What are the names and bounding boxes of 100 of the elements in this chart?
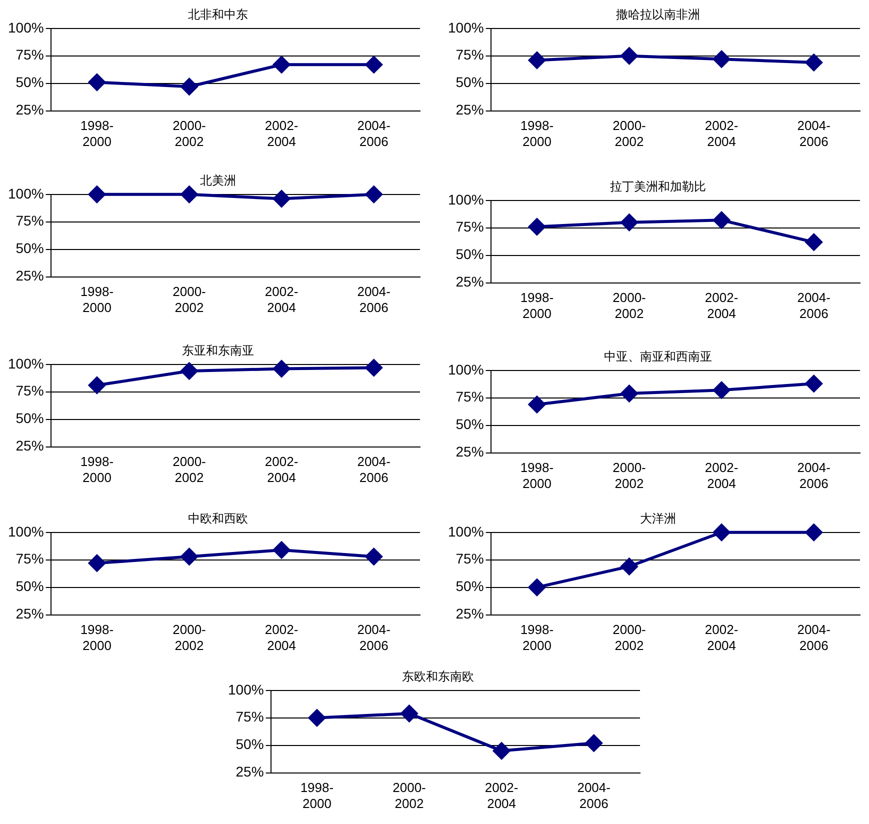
- point: [713, 524, 730, 541]
- x-tick-label: 2002-2004: [484, 780, 518, 811]
- y-tick-label: 75%: [456, 550, 484, 567]
- point: [88, 74, 106, 91]
- x-tick-label: 2002-2004: [704, 290, 738, 321]
- y-tick-label: 75%: [456, 218, 484, 235]
- x-tick-label: 2004-2006: [797, 622, 830, 653]
- point: [713, 50, 730, 68]
- point: [620, 558, 638, 575]
- point: [88, 376, 106, 394]
- x-tick-label: 1998-2000: [80, 118, 114, 149]
- point: [493, 742, 510, 760]
- point: [180, 548, 198, 566]
- y-tick-label: 25%: [16, 102, 44, 118]
- x-tick-label: 2000-2002: [612, 460, 646, 491]
- point: [273, 360, 290, 378]
- point: [713, 212, 730, 229]
- y-tick-label: 50%: [236, 736, 264, 752]
- y-tick-label: 100%: [448, 361, 484, 378]
- x-tick-label: 2002-2004: [704, 118, 738, 149]
- x-tick-label: 2000-2002: [172, 284, 206, 315]
- y-tick-label: 75%: [16, 550, 44, 567]
- x-tick-label: 2002-2004: [704, 460, 738, 491]
- x-tick-label: 1998-2000: [520, 460, 554, 491]
- y-tick-label: 50%: [16, 240, 44, 256]
- x-tick-label: 1998-2000: [520, 290, 554, 321]
- x-tick-label: 2000-2002: [172, 622, 206, 653]
- x-tick-label: 2002-2004: [264, 454, 298, 485]
- point: [365, 548, 382, 566]
- point: [620, 214, 638, 231]
- point: [180, 362, 198, 380]
- point: [88, 554, 106, 572]
- x-tick-label: 2000-2002: [172, 118, 206, 149]
- y-tick-label: 25%: [16, 438, 44, 454]
- x-tick-label: 2002-2004: [264, 118, 298, 149]
- point: [273, 56, 290, 74]
- chart-title: 中欧和西欧: [188, 512, 248, 526]
- y-tick-label: 25%: [236, 764, 264, 780]
- x-tick-label: 1998-2000: [80, 454, 114, 485]
- chart-title: 拉丁美洲和加勒比: [610, 180, 706, 194]
- y-tick-label: 75%: [456, 46, 484, 63]
- chart-title: 北美洲: [200, 174, 236, 188]
- point: [273, 541, 290, 558]
- y-tick-label: 50%: [456, 416, 484, 432]
- y-tick-label: 75%: [16, 46, 44, 63]
- x-tick-label: 2000-2002: [612, 290, 646, 321]
- chart-title: 撒哈拉以南非洲: [616, 8, 700, 22]
- y-tick-label: 50%: [456, 246, 484, 262]
- point: [400, 704, 418, 722]
- point: [528, 396, 546, 413]
- x-tick-label: 2002-2004: [704, 622, 738, 653]
- x-tick-label: 2004-2006: [797, 460, 830, 491]
- chart-title: 大洋洲: [640, 512, 676, 526]
- point: [805, 234, 822, 251]
- y-tick-label: 25%: [16, 606, 44, 622]
- y-tick-label: 25%: [456, 274, 484, 290]
- y-tick-label: 25%: [456, 102, 484, 118]
- y-tick-label: 100%: [8, 185, 44, 202]
- x-tick-label: 2004-2006: [357, 284, 390, 315]
- x-tick-label: 1998-2000: [520, 622, 554, 653]
- y-tick-label: 100%: [448, 19, 484, 36]
- point: [620, 384, 638, 402]
- y-tick-label: 75%: [456, 388, 484, 405]
- y-tick-label: 100%: [228, 681, 264, 698]
- y-tick-label: 50%: [456, 578, 484, 594]
- point: [585, 734, 602, 752]
- chart-title: 东亚和东南亚: [182, 344, 254, 358]
- y-tick-label: 75%: [236, 708, 264, 725]
- y-tick-label: 75%: [16, 212, 44, 229]
- y-tick-label: 25%: [456, 444, 484, 460]
- y-tick-label: 100%: [8, 355, 44, 372]
- point: [180, 78, 198, 96]
- x-tick-label: 2004-2006: [577, 780, 610, 811]
- point: [528, 218, 546, 236]
- y-tick-label: 25%: [456, 606, 484, 622]
- x-tick-label: 2002-2004: [264, 622, 298, 653]
- y-tick-label: 50%: [16, 74, 44, 90]
- point: [528, 578, 546, 596]
- x-tick-label: 2004-2006: [797, 290, 830, 321]
- chart-title: 北非和中东: [188, 8, 248, 22]
- y-tick-label: 100%: [448, 523, 484, 540]
- point: [713, 382, 730, 399]
- y-tick-label: 25%: [16, 268, 44, 284]
- point: [620, 47, 638, 64]
- x-tick-label: 2004-2006: [357, 622, 390, 653]
- point: [805, 54, 822, 71]
- x-tick-label: 2000-2002: [612, 622, 646, 653]
- x-tick-label: 1998-2000: [300, 780, 334, 811]
- y-tick-label: 75%: [16, 382, 44, 399]
- x-tick-label: 2004-2006: [357, 118, 390, 149]
- y-tick-label: 100%: [448, 191, 484, 208]
- x-tick-label: 2002-2004: [264, 284, 298, 315]
- x-tick-label: 1998-2000: [80, 622, 114, 653]
- x-tick-label: 2000-2002: [612, 118, 646, 149]
- x-tick-label: 1998-2000: [80, 284, 114, 315]
- x-tick-label: 2000-2002: [392, 780, 426, 811]
- y-tick-label: 100%: [8, 523, 44, 540]
- point: [308, 709, 326, 726]
- point: [365, 359, 382, 376]
- chart-title: 中亚、南亚和西南亚: [604, 350, 712, 364]
